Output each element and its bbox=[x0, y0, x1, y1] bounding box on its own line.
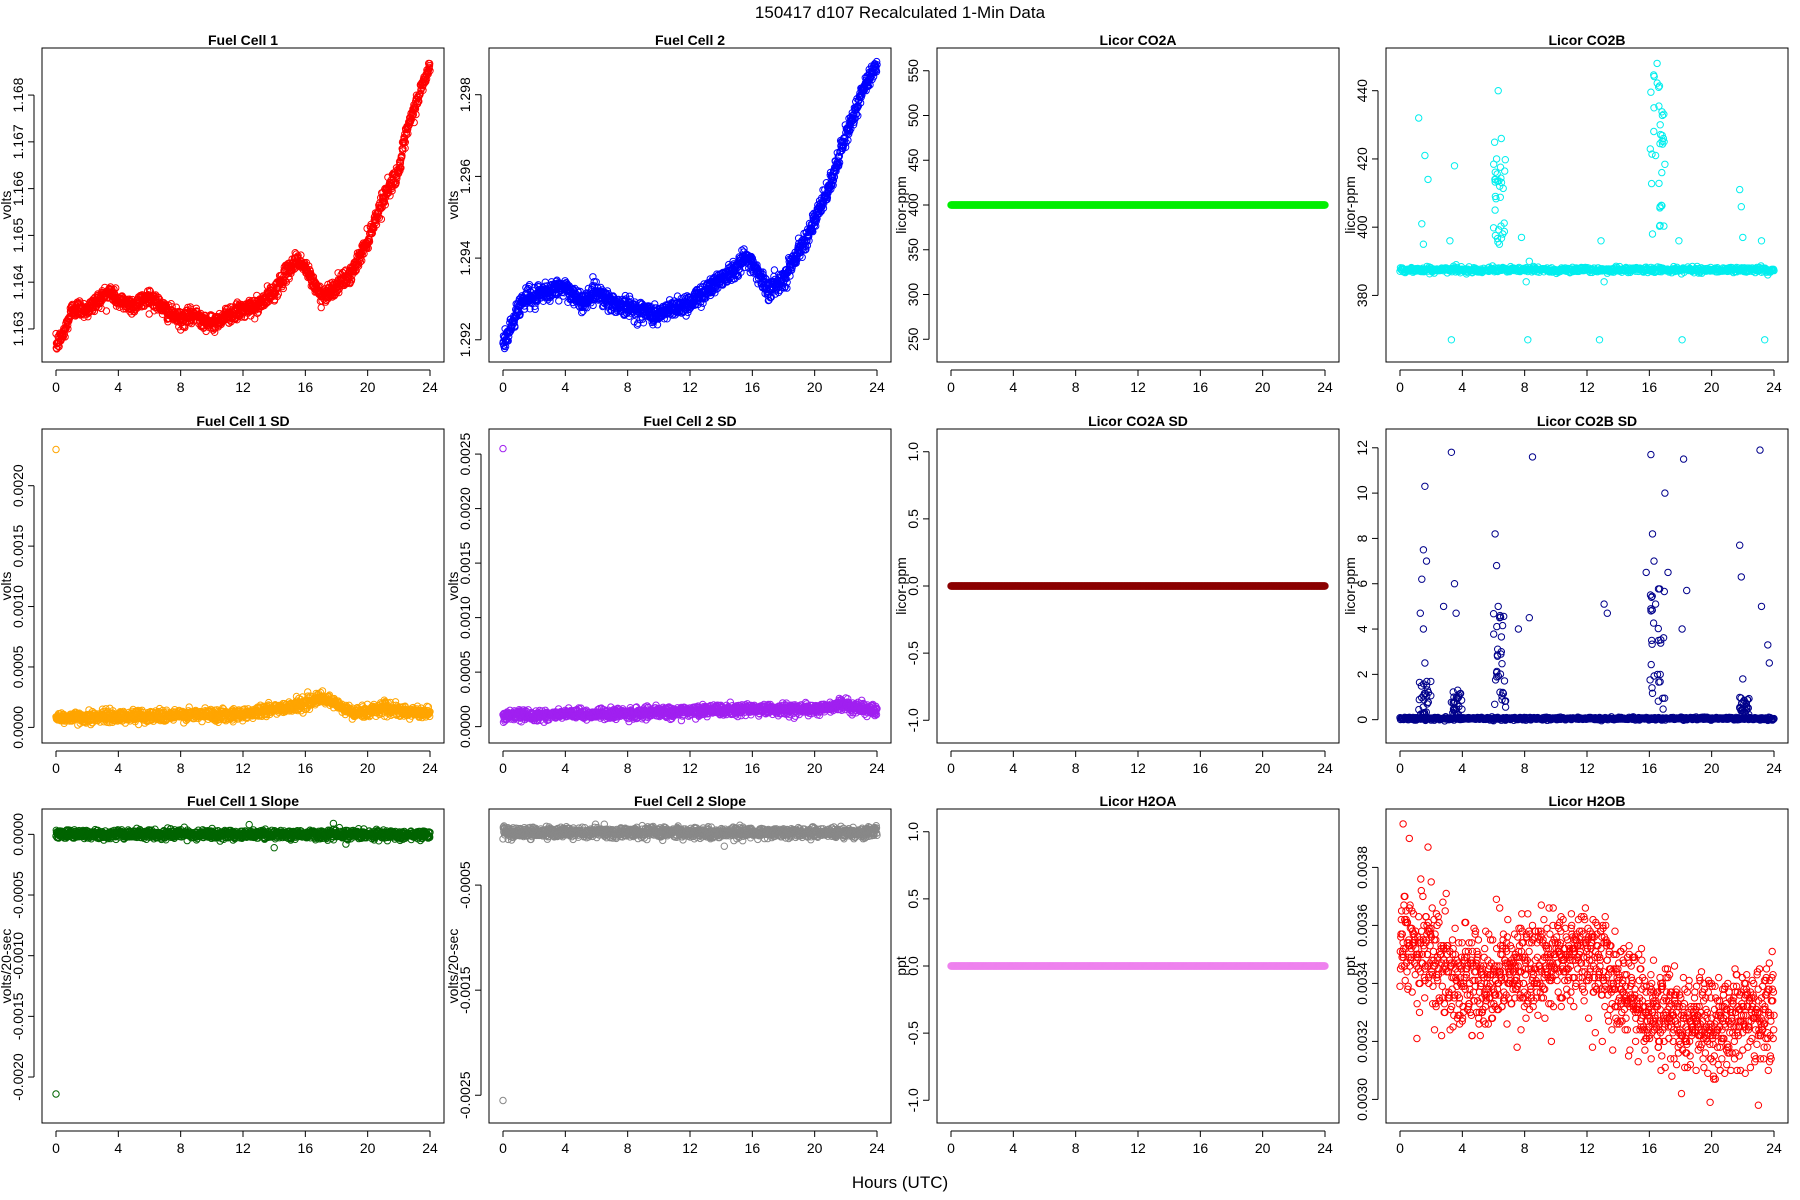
co2b-ylabel: licor-ppm bbox=[1342, 176, 1358, 234]
fc1-x-tick-label: 8 bbox=[177, 379, 185, 395]
fc1-point bbox=[61, 333, 69, 341]
co2a-x-tick-label: 12 bbox=[1130, 379, 1146, 395]
fc2-y-tick-label: 1.296 bbox=[457, 159, 473, 194]
fc1-y-tick-label: 1.164 bbox=[10, 264, 26, 299]
co2a-title: Licor CO2A bbox=[1099, 32, 1176, 48]
fc1-point bbox=[209, 326, 217, 334]
co2b-y-tick-label: 380 bbox=[1354, 284, 1370, 308]
fc1-point bbox=[145, 286, 154, 294]
co2a-ylabel: licor-ppm bbox=[893, 176, 909, 234]
co2a-y-tick-label: 250 bbox=[905, 327, 921, 351]
co2b-x-tick-label: 12 bbox=[1579, 379, 1595, 395]
co2a-x-tick-label: 0 bbox=[947, 379, 955, 395]
fc1-title: Fuel Cell 1 bbox=[208, 32, 278, 48]
co2a-x-tick-label: 8 bbox=[1072, 379, 1080, 395]
co2b-y-tick-label: 420 bbox=[1354, 147, 1370, 171]
fc2-x-tick-label: 16 bbox=[745, 379, 761, 395]
co2a-y-tick-label: 550 bbox=[905, 59, 921, 83]
co2a-x-tick-label: 20 bbox=[1255, 379, 1271, 395]
fc1-x-tick-label: 20 bbox=[360, 379, 376, 395]
fc2-x-tick-label: 12 bbox=[682, 379, 698, 395]
figure-title: 150417 d107 Recalculated 1-Min Data bbox=[755, 3, 1046, 22]
co2b-x-tick-label: 24 bbox=[1766, 379, 1782, 395]
fc2-y-tick-label: 1.292 bbox=[457, 322, 473, 357]
fc1sd-title: Fuel Cell 1 SD bbox=[196, 413, 289, 429]
co2a-x-tick-label: 4 bbox=[1009, 379, 1017, 395]
fc1-point bbox=[112, 284, 120, 292]
co2a-y-tick-label: 300 bbox=[905, 283, 921, 307]
fc1-x-tick-label: 16 bbox=[298, 379, 314, 395]
fc1-y-tick-label: 1.167 bbox=[10, 124, 26, 159]
fc1-point bbox=[64, 325, 72, 333]
fc2-x-tick-label: 24 bbox=[869, 379, 885, 395]
co2a-x-tick-label: 24 bbox=[1317, 379, 1333, 395]
figure-xlabel: Hours (UTC) bbox=[852, 1173, 948, 1192]
co2b-y-tick-label: 440 bbox=[1354, 79, 1370, 103]
co2b-x-tick-label: 4 bbox=[1458, 379, 1466, 395]
fc1-y-tick-label: 1.168 bbox=[10, 77, 26, 112]
fc2-y-tick-label: 1.294 bbox=[457, 240, 473, 275]
fc1-panel: Fuel Cell 1 0 4 8 12 16 20 24 1.163 1.164 1.165 1.1… bbox=[0, 32, 445, 395]
panels: Fuel Cell 1 0 4 8 12 16 20 24 1.163 1.164 1.165 1.1… bbox=[0, 32, 1789, 1156]
co2b-x-tick-label: 16 bbox=[1642, 379, 1658, 395]
fc2-ylabel: volts bbox=[445, 191, 461, 220]
fc1-point bbox=[110, 285, 118, 293]
fc2-x-tick-label: 4 bbox=[561, 379, 569, 395]
fc1-ylabel: volts bbox=[0, 191, 14, 220]
fc2-x-tick-label: 8 bbox=[624, 379, 632, 395]
fc2-title: Fuel Cell 2 bbox=[655, 32, 725, 48]
co2a-y-tick-label: 350 bbox=[905, 238, 921, 262]
fc1-x-tick-label: 4 bbox=[114, 379, 122, 395]
fc1-frame bbox=[41, 47, 445, 363]
fc1-point bbox=[211, 328, 219, 336]
fc1-x-tick-label: 0 bbox=[52, 379, 60, 395]
fc1-x-tick-label: 12 bbox=[235, 379, 251, 395]
co2b-x-tick-label: 8 bbox=[1521, 379, 1529, 395]
co2a-y-tick-label: 500 bbox=[905, 104, 921, 128]
co2b-x-tick-label: 20 bbox=[1704, 379, 1720, 395]
fc1-points bbox=[52, 59, 434, 353]
co2b-title: Licor CO2B bbox=[1548, 32, 1625, 48]
co2a-x-tick-label: 16 bbox=[1193, 379, 1209, 395]
fc2-x-tick-label: 20 bbox=[807, 379, 823, 395]
fc2-y-tick-label: 1.298 bbox=[457, 77, 473, 112]
co2a-y-tick-label: 450 bbox=[905, 148, 921, 172]
fc1-y-tick-label: 1.165 bbox=[10, 218, 26, 253]
fc2-x-tick-label: 0 bbox=[499, 379, 507, 395]
fc1-point bbox=[102, 307, 111, 315]
co2b-x-tick-label: 0 bbox=[1396, 379, 1404, 395]
fc1-y-tick-label: 1.163 bbox=[10, 311, 26, 346]
fc1-x-tick-label: 24 bbox=[422, 379, 438, 395]
co2a-points bbox=[947, 201, 1329, 209]
